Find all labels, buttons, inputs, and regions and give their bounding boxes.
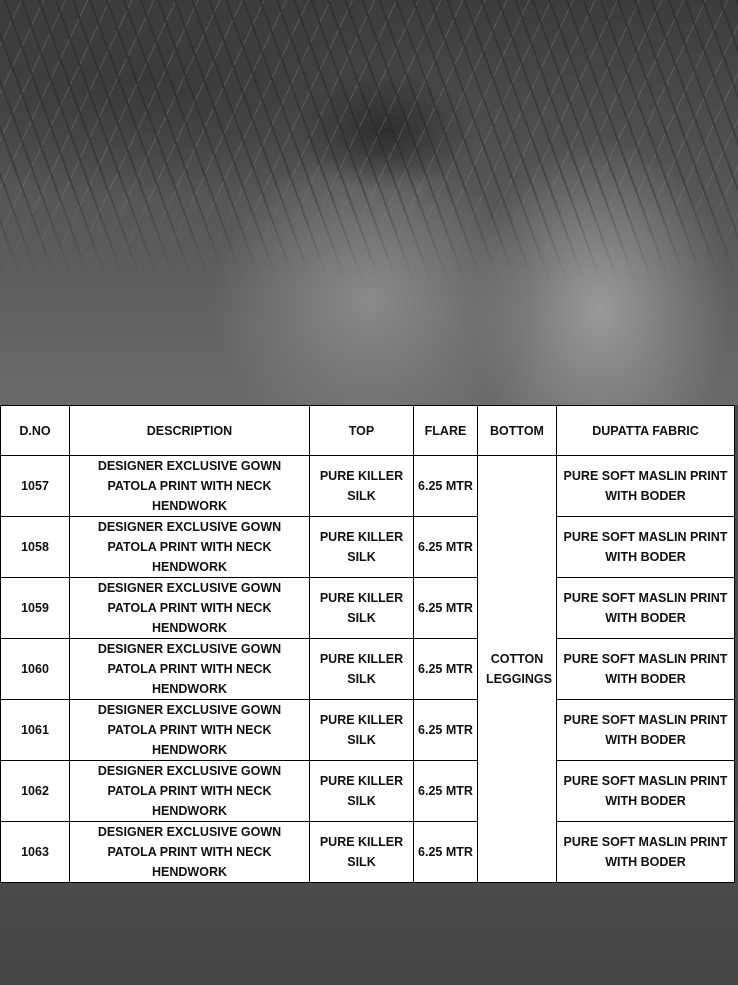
cell-description: DESIGNER EXCLUSIVE GOWN PATOLA PRINT WIT… <box>69 760 310 822</box>
cell-description: DESIGNER EXCLUSIVE GOWN PATOLA PRINT WIT… <box>69 638 310 700</box>
foliage-background <box>0 0 738 405</box>
cell-dupatta: PURE SOFT MASLIN PRINT WITH BODER <box>556 455 735 517</box>
cell-dupatta: PURE SOFT MASLIN PRINT WITH BODER <box>556 760 735 822</box>
cell-dupatta: PURE SOFT MASLIN PRINT WITH BODER <box>556 577 735 639</box>
cell-top: PURE KILLER SILK <box>309 638 414 700</box>
cell-description: DESIGNER EXCLUSIVE GOWN PATOLA PRINT WIT… <box>69 821 310 883</box>
cell-description: DESIGNER EXCLUSIVE GOWN PATOLA PRINT WIT… <box>69 577 310 639</box>
table-row: 1063 DESIGNER EXCLUSIVE GOWN PATOLA PRINT… <box>0 821 735 883</box>
cell-dupatta: PURE SOFT MASLIN PRINT WITH BODER <box>556 638 735 700</box>
header-dupatta-fabric: DUPATTA FABRIC <box>556 405 735 456</box>
cell-dno: 1059 <box>0 577 70 639</box>
product-photo-model-in-patola-gown <box>0 0 738 405</box>
cell-description: DESIGNER EXCLUSIVE GOWN PATOLA PRINT WIT… <box>69 455 310 517</box>
header-dno: D.NO <box>0 405 70 456</box>
table-row: 1061 DESIGNER EXCLUSIVE GOWN PATOLA PRINT… <box>0 699 735 761</box>
cell-flare: 6.25 MTR <box>413 638 478 700</box>
cell-bottom-shared: COTTON LEGGINGS <box>477 455 557 883</box>
cell-dno: 1061 <box>0 699 70 761</box>
cell-dno: 1062 <box>0 760 70 822</box>
cell-dupatta: PURE SOFT MASLIN PRINT WITH BODER <box>556 821 735 883</box>
table-row: 1060 DESIGNER EXCLUSIVE GOWN PATOLA PRINT… <box>0 638 735 700</box>
cell-top: PURE KILLER SILK <box>309 516 414 578</box>
cell-dupatta: PURE SOFT MASLIN PRINT WITH BODER <box>556 699 735 761</box>
cell-dno: 1063 <box>0 821 70 883</box>
cell-top: PURE KILLER SILK <box>309 455 414 517</box>
cell-top: PURE KILLER SILK <box>309 577 414 639</box>
cell-top: PURE KILLER SILK <box>309 699 414 761</box>
header-bottom: BOTTOM <box>477 405 557 456</box>
cell-dupatta: PURE SOFT MASLIN PRINT WITH BODER <box>556 516 735 578</box>
table-row: 1058 DESIGNER EXCLUSIVE GOWN PATOLA PRINT… <box>0 516 735 578</box>
table-row: 1062 DESIGNER EXCLUSIVE GOWN PATOLA PRINT… <box>0 760 735 822</box>
cell-top: PURE KILLER SILK <box>309 821 414 883</box>
header-description: DESCRIPTION <box>69 405 310 456</box>
cell-flare: 6.25 MTR <box>413 577 478 639</box>
cell-dno: 1057 <box>0 455 70 517</box>
cell-description: DESIGNER EXCLUSIVE GOWN PATOLA PRINT WIT… <box>69 699 310 761</box>
cell-dno: 1060 <box>0 638 70 700</box>
cell-description: DESIGNER EXCLUSIVE GOWN PATOLA PRINT WIT… <box>69 516 310 578</box>
table-row: 1057 DESIGNER EXCLUSIVE GOWN PATOLA PRINT… <box>0 455 735 883</box>
cell-flare: 6.25 MTR <box>413 821 478 883</box>
header-flare: FLARE <box>413 405 478 456</box>
product-spec-table: D.NO DESCRIPTION TOP FLARE BOTTOM DUPATT… <box>0 405 735 883</box>
table-header-row: D.NO DESCRIPTION TOP FLARE BOTTOM DUPATT… <box>0 405 735 456</box>
cell-flare: 6.25 MTR <box>413 699 478 761</box>
cell-flare: 6.25 MTR <box>413 760 478 822</box>
header-top: TOP <box>309 405 414 456</box>
cell-flare: 6.25 MTR <box>413 516 478 578</box>
cell-dno: 1058 <box>0 516 70 578</box>
cell-top: PURE KILLER SILK <box>309 760 414 822</box>
table-row: 1059 DESIGNER EXCLUSIVE GOWN PATOLA PRINT… <box>0 577 735 639</box>
cell-flare: 6.25 MTR <box>413 455 478 517</box>
